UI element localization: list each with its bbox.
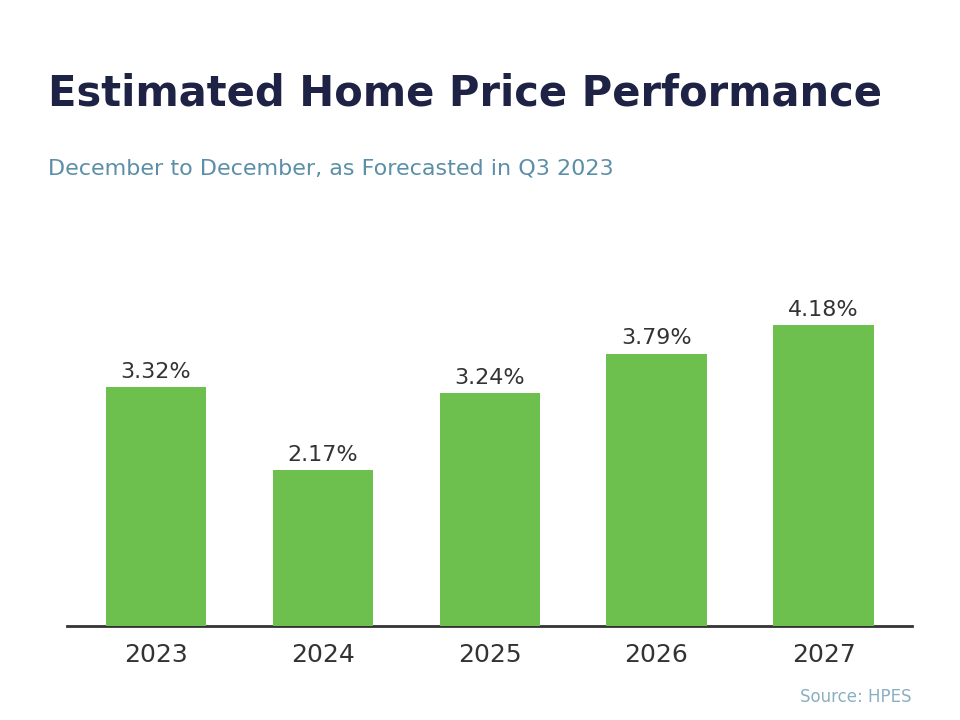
Text: 3.79%: 3.79% — [621, 328, 692, 348]
Bar — [106, 387, 205, 626]
Text: 4.18%: 4.18% — [788, 300, 859, 320]
Text: December to December, as Forecasted in Q3 2023: December to December, as Forecasted in Q… — [48, 158, 613, 179]
Text: 3.24%: 3.24% — [454, 368, 525, 388]
Text: Source: HPES: Source: HPES — [801, 688, 912, 706]
Bar — [440, 393, 540, 626]
Bar — [607, 354, 707, 626]
Bar — [273, 470, 372, 626]
Text: 3.32%: 3.32% — [120, 362, 191, 382]
Bar — [774, 325, 874, 626]
Text: 2.17%: 2.17% — [287, 445, 358, 465]
Text: Estimated Home Price Performance: Estimated Home Price Performance — [48, 72, 882, 114]
